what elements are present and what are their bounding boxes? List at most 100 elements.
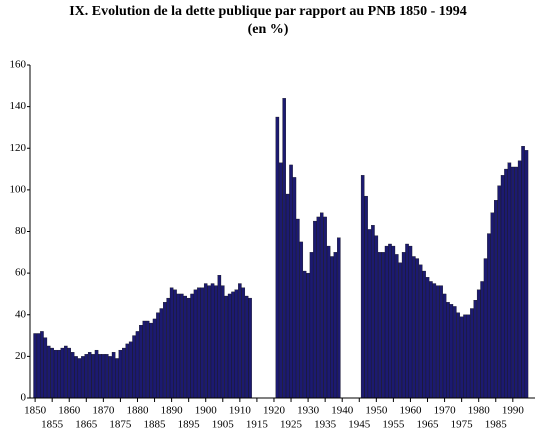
bar <box>159 308 164 399</box>
chart-title: IX. Evolution de la dette publique par r… <box>69 4 467 19</box>
bar <box>142 320 147 399</box>
bar <box>241 287 246 399</box>
bar <box>418 264 423 399</box>
bar <box>77 358 82 399</box>
bar <box>57 349 61 399</box>
bar <box>81 356 85 399</box>
bar <box>67 347 71 399</box>
x-tick-label: 1860 <box>58 405 81 417</box>
x-tick-label: 1955 <box>382 419 405 431</box>
bar <box>521 146 525 399</box>
bar <box>316 216 321 399</box>
bar <box>105 354 109 399</box>
bar <box>425 277 430 399</box>
bar <box>169 287 174 399</box>
x-tick-label: 1990 <box>502 405 525 417</box>
bar <box>238 283 242 399</box>
bar <box>200 287 205 399</box>
x-tick-label: 1970 <box>434 405 457 417</box>
bar <box>337 237 341 399</box>
bar <box>163 302 167 399</box>
bar <box>94 349 99 399</box>
bar <box>422 270 426 399</box>
bar <box>221 285 225 399</box>
bar <box>227 293 232 399</box>
bar <box>279 162 283 399</box>
bar <box>248 297 252 399</box>
bar <box>210 283 215 399</box>
bar <box>494 200 498 399</box>
bar <box>135 331 140 399</box>
x-tick-label: 1855 <box>41 419 64 431</box>
bar <box>412 256 416 399</box>
bar <box>401 252 406 399</box>
bar <box>398 262 402 399</box>
bar <box>296 218 300 399</box>
bar <box>224 295 228 399</box>
y-tick-label: 0 <box>21 392 27 404</box>
x-tick-label: 1905 <box>212 419 235 431</box>
bar <box>367 229 372 399</box>
bar <box>511 166 515 399</box>
bar <box>183 295 188 399</box>
bar <box>203 283 208 399</box>
x-tick-label: 1885 <box>144 419 167 431</box>
x-tick-label: 1965 <box>417 419 440 431</box>
bar <box>91 354 95 399</box>
x-tick-label: 1945 <box>348 419 371 431</box>
x-tick-label: 1915 <box>246 419 269 431</box>
bar <box>330 256 334 399</box>
bar <box>145 320 150 399</box>
bar <box>118 349 123 399</box>
bar <box>98 354 102 399</box>
y-tick-label: 20 <box>15 350 27 362</box>
bar <box>490 212 495 399</box>
bar <box>289 164 293 399</box>
bar <box>36 333 41 399</box>
bar <box>408 245 413 399</box>
bar <box>234 289 239 399</box>
bar <box>53 349 58 399</box>
bar <box>244 295 249 399</box>
x-tick-label: 1895 <box>178 419 201 431</box>
x-tick-label: 1980 <box>468 405 491 417</box>
y-tick-label: 100 <box>10 183 27 195</box>
x-tick-label: 1900 <box>195 405 218 417</box>
bar <box>497 185 501 399</box>
bar <box>70 352 75 399</box>
bar <box>299 241 304 399</box>
bar <box>33 333 37 399</box>
bar <box>459 316 464 399</box>
bar <box>186 297 191 399</box>
x-tick-label: 1920 <box>263 405 286 417</box>
bar <box>476 289 481 399</box>
bar <box>132 335 136 399</box>
bar <box>377 252 382 399</box>
bar <box>149 322 153 399</box>
bar <box>466 314 471 399</box>
bar <box>47 345 51 399</box>
x-tick-label: 1975 <box>451 419 474 431</box>
bar <box>360 175 365 399</box>
bar <box>429 281 433 399</box>
bar <box>473 300 478 399</box>
bar <box>514 166 518 399</box>
x-tick-label: 1875 <box>109 419 132 431</box>
bar <box>180 293 184 399</box>
bar <box>439 285 443 399</box>
bar <box>139 325 143 399</box>
bar <box>384 245 389 399</box>
bar <box>152 318 157 399</box>
bar <box>40 331 44 399</box>
x-tick-label: 1940 <box>331 405 354 417</box>
bar <box>207 285 211 399</box>
x-tick-label: 1985 <box>485 419 508 431</box>
bar <box>453 306 457 399</box>
bar <box>446 302 450 399</box>
bar <box>306 272 310 399</box>
bar <box>87 352 92 399</box>
bar <box>275 116 280 399</box>
bar <box>231 291 235 399</box>
y-tick-label: 120 <box>10 142 27 154</box>
